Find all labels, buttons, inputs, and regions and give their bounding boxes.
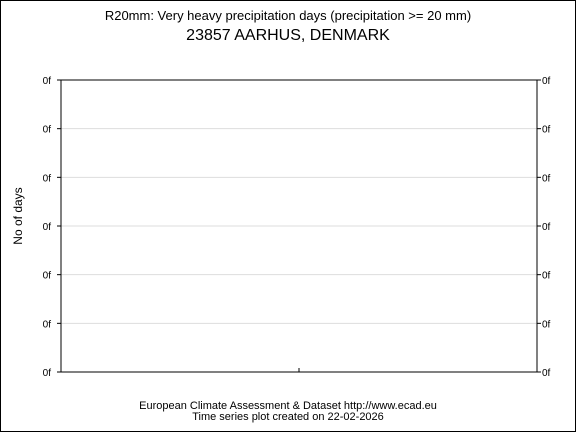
chart-title: R20mm: Very heavy precipitation days (pr… (104, 8, 472, 23)
y-tick-label-left: 0f (43, 76, 52, 87)
y-tick-label-right: 0f (542, 222, 551, 233)
y-tick-label-left: 0f (43, 271, 52, 282)
y-tick-label-right: 0f (542, 319, 551, 330)
y-tick-label-right: 0f (542, 368, 551, 379)
y-tick-label-left: 0f (43, 125, 52, 136)
y-tick-label-right: 0f (542, 76, 551, 87)
y-tick-label-right: 0f (542, 173, 551, 184)
y-tick-label-left: 0f (43, 173, 52, 184)
y-tick-label-right: 0f (542, 125, 551, 136)
footer-source: European Climate Assessment & Dataset ht… (139, 400, 437, 412)
footer-created: Time series plot created on 22-02-2026 (192, 411, 384, 423)
y-tick-label-left: 0f (43, 319, 52, 330)
y-tick-label-right: 0f (542, 271, 551, 282)
y-tick-label-left: 0f (43, 368, 52, 379)
y-tick-label-left: 0f (43, 222, 52, 233)
chart-subtitle: 23857 AARHUS, DENMARK (186, 27, 390, 44)
